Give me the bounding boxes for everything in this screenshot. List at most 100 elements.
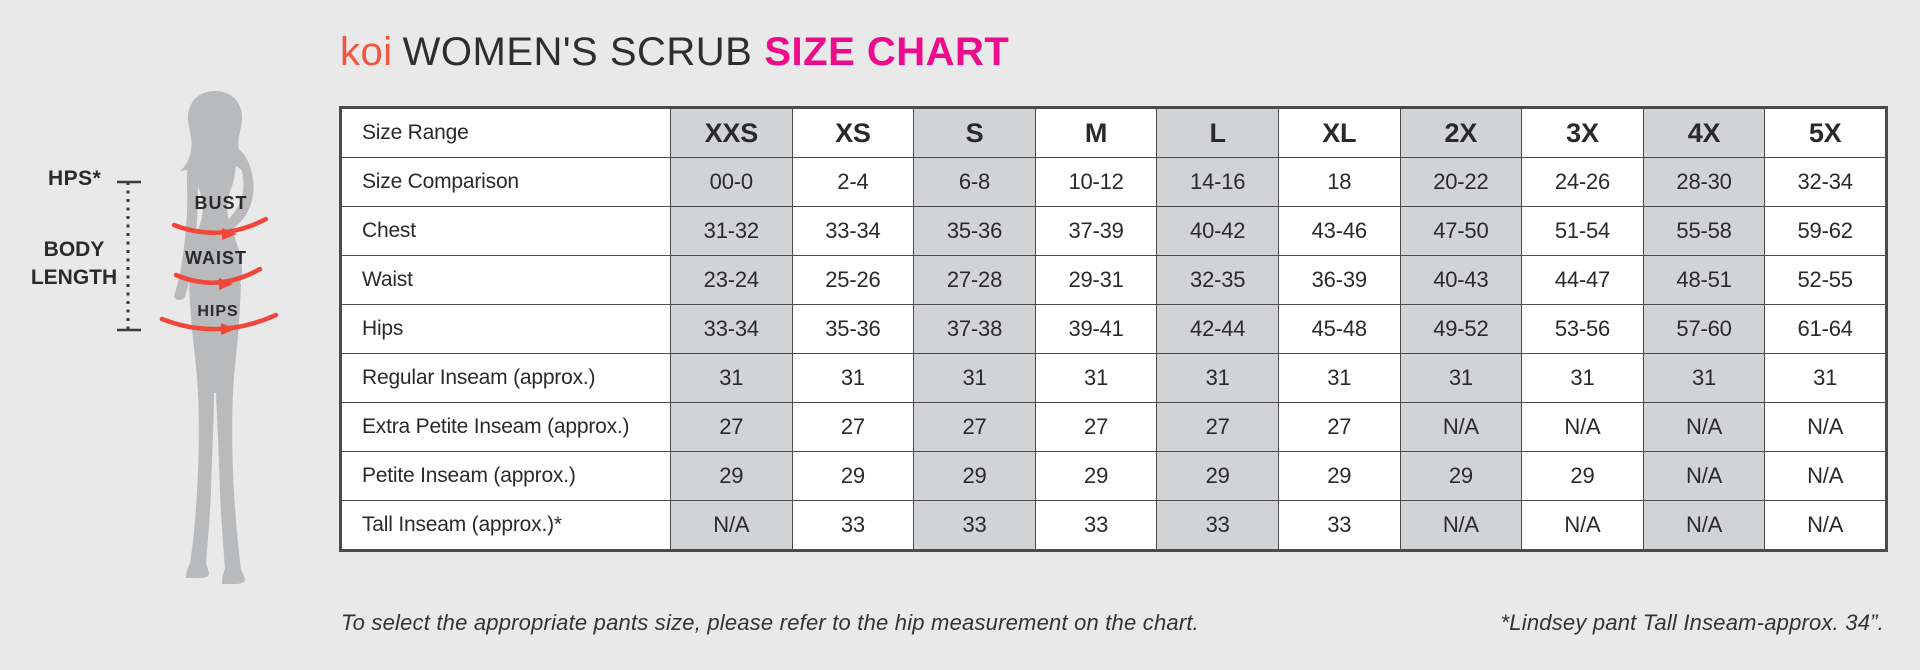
size-cell: N/A (1642, 451, 1766, 501)
size-cell: 32-35 (1156, 255, 1279, 305)
column-header-m: M (1034, 107, 1158, 158)
size-cell: 53-56 (1521, 304, 1644, 354)
size-table: Size Range XXS XS S M L XL 2X 3X 4X 5X Size Compari… (339, 106, 1888, 552)
size-cell: 33-34 (670, 304, 793, 354)
size-cell: N/A (1521, 402, 1644, 452)
table-row: Waist 23-24 25-26 27-28 29-31 32-35 36-39 40-43… (340, 255, 1887, 305)
size-cell: 33 (1034, 500, 1158, 551)
size-cell: 37-39 (1034, 206, 1158, 256)
size-cell: 43-46 (1277, 206, 1401, 256)
size-cell: 18 (1277, 157, 1401, 207)
size-cell: 31 (1642, 353, 1766, 403)
size-cell: 31 (1764, 353, 1887, 403)
size-cell: 27 (791, 402, 915, 452)
brand-name: koi (340, 30, 393, 74)
size-cell: 29 (670, 451, 793, 501)
column-header-xl: XL (1277, 107, 1401, 158)
size-cell: 48-51 (1642, 255, 1766, 305)
row-label: Waist (340, 255, 671, 305)
waist-arrow (173, 266, 263, 285)
size-cell: 29 (1156, 451, 1279, 501)
woman-silhouette (174, 91, 254, 584)
size-cell: N/A (1642, 500, 1766, 551)
size-cell: 33-34 (791, 206, 915, 256)
size-cell: 33 (1156, 500, 1279, 551)
size-cell: 24-26 (1521, 157, 1644, 207)
size-cell: N/A (1764, 451, 1887, 501)
page-title: koi WOMEN'S SCRUB SIZE CHART (340, 30, 1009, 75)
size-cell: 31 (913, 353, 1036, 403)
hips-arrow (159, 312, 279, 332)
size-cell: 27 (1034, 402, 1158, 452)
size-cell: 57-60 (1642, 304, 1766, 354)
size-cell: 35-36 (791, 304, 915, 354)
waist-label: WAIST (185, 248, 247, 268)
table-row: Size Comparison 00-0 2-4 6-8 10-12 14-16 18 20-… (340, 157, 1887, 207)
column-header-2x: 2X (1399, 107, 1523, 158)
size-cell: 6-8 (913, 157, 1036, 207)
row-label: Tall Inseam (approx.)* (340, 500, 671, 551)
size-cell: 29 (1399, 451, 1523, 501)
size-cell: 27 (1277, 402, 1401, 452)
size-cell: 31 (1277, 353, 1401, 403)
size-cell: 29-31 (1034, 255, 1158, 305)
table-row: Petite Inseam (approx.) 29 29 29 29 29 29 29 29 N… (340, 451, 1887, 501)
footnote-lindsey-pant: *Lindsey pant Tall Inseam-approx. 34”. (1500, 610, 1884, 635)
size-cell: 20-22 (1399, 157, 1523, 207)
header-row: Size Range XXS XS S M L XL 2X 3X 4X 5X (340, 107, 1887, 158)
hips-label: HIPS (197, 303, 239, 320)
size-cell: 40-43 (1399, 255, 1523, 305)
column-header-4x: 4X (1642, 107, 1766, 158)
bust-arrowhead-icon (222, 228, 237, 240)
hps-label: HPS* (48, 167, 102, 190)
size-cell: 59-62 (1764, 206, 1887, 256)
size-cell: 33 (791, 500, 915, 551)
size-cell: 27 (1156, 402, 1279, 452)
waist-arrowhead-icon (219, 278, 233, 290)
body-length-measure-line (117, 180, 141, 332)
size-cell: 31 (1399, 353, 1523, 403)
size-cell: 31 (1156, 353, 1279, 403)
table-row: Chest 31-32 33-34 35-36 37-39 40-42 43-46 47-50… (340, 206, 1887, 256)
size-cell: 31 (670, 353, 793, 403)
size-cell: N/A (1764, 500, 1887, 551)
size-cell: 27-28 (913, 255, 1036, 305)
row-label: Regular Inseam (approx.) (340, 353, 671, 403)
body-length-label: BODY LENGTH (30, 238, 118, 290)
size-cell: 31 (1521, 353, 1644, 403)
row-label: Size Comparison (340, 157, 671, 207)
header-size-range: Size Range (340, 107, 671, 158)
size-cell: N/A (1764, 402, 1887, 452)
row-label: Chest (340, 206, 671, 256)
size-cell: 42-44 (1156, 304, 1279, 354)
size-cell: 29 (1034, 451, 1158, 501)
row-label: Hips (340, 304, 671, 354)
size-cell: 31 (791, 353, 915, 403)
size-cell: 28-30 (1642, 157, 1766, 207)
size-cell: 39-41 (1034, 304, 1158, 354)
size-cell: 51-54 (1521, 206, 1644, 256)
column-header-xs: XS (791, 107, 915, 158)
row-label: Extra Petite Inseam (approx.) (340, 402, 671, 452)
table-row: Tall Inseam (approx.)* N/A 33 33 33 33 33 N/A N/… (340, 500, 1887, 551)
size-cell: 31-32 (670, 206, 793, 256)
size-cell: 29 (791, 451, 915, 501)
woman-silhouette-figure (117, 91, 279, 584)
column-header-xxs: XXS (670, 107, 793, 158)
size-cell: 55-58 (1642, 206, 1766, 256)
size-cell: 31 (1034, 353, 1158, 403)
size-cell: 23-24 (670, 255, 793, 305)
size-cell: 44-47 (1521, 255, 1644, 305)
size-cell: 45-48 (1277, 304, 1401, 354)
column-header-5x: 5X (1764, 107, 1887, 158)
bust-label: BUST (194, 193, 248, 213)
column-header-s: S (913, 107, 1036, 158)
size-cell: 40-42 (1156, 206, 1279, 256)
size-cell: 33 (1277, 500, 1401, 551)
size-cell: 47-50 (1399, 206, 1523, 256)
size-cell: 29 (1277, 451, 1401, 501)
row-label: Petite Inseam (approx.) (340, 451, 671, 501)
size-cell: N/A (1642, 402, 1766, 452)
size-cell: 37-38 (913, 304, 1036, 354)
